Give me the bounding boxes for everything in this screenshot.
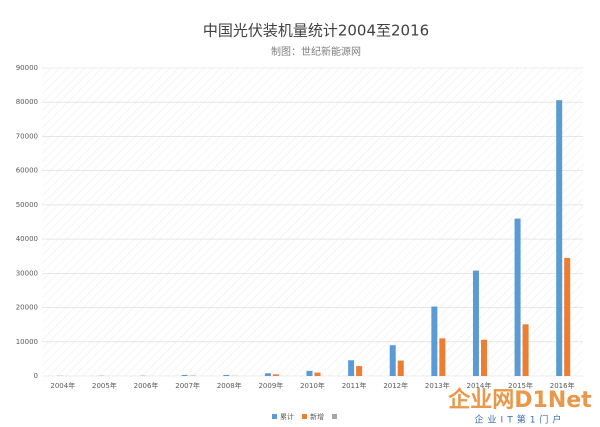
bar — [314, 372, 321, 376]
y-tick-label: 80000 — [16, 98, 38, 106]
x-tick-label: 2006年 — [134, 381, 159, 390]
bar — [472, 270, 479, 376]
x-tick-label: 2014年 — [467, 381, 492, 390]
bar — [439, 338, 446, 376]
watermark: 企业网D1Net — [447, 387, 592, 413]
bar — [223, 374, 230, 376]
bar — [348, 360, 355, 376]
y-tick-label: 10000 — [16, 338, 38, 346]
y-tick-label: 30000 — [16, 269, 38, 277]
legend-swatch — [272, 414, 277, 419]
x-tick-label: 2007年 — [175, 381, 200, 390]
bar — [306, 370, 313, 376]
chart-title: 中国光伏装机量统计2004至2016 — [203, 22, 429, 40]
x-tick-label: 2009年 — [258, 381, 283, 390]
bar — [564, 257, 571, 376]
y-tick-label: 40000 — [16, 235, 38, 243]
x-tick-label: 2010年 — [300, 381, 325, 390]
y-tick-label: 60000 — [16, 167, 38, 175]
watermark: 企业IT第1门户 — [475, 414, 566, 426]
x-tick-label: 2015年 — [508, 381, 533, 390]
y-tick-label: 70000 — [16, 132, 38, 140]
plot-background — [42, 68, 583, 376]
x-tick-label: 2013年 — [425, 381, 450, 390]
legend-swatch — [302, 414, 307, 419]
bar — [272, 374, 279, 376]
y-tick-label: 20000 — [16, 304, 38, 312]
x-tick-label: 2008年 — [217, 381, 242, 390]
bar — [522, 324, 529, 376]
x-tick-label: 2004年 — [50, 381, 75, 390]
bar — [556, 100, 563, 377]
bar — [480, 339, 487, 376]
bar — [431, 306, 438, 376]
x-tick-label: 2005年 — [92, 381, 117, 390]
y-tick-label: 0 — [34, 372, 38, 380]
bar — [389, 345, 396, 376]
legend-label: 累计 — [280, 412, 294, 421]
y-tick-label: 90000 — [16, 64, 38, 72]
bar — [264, 373, 271, 376]
bar — [356, 366, 363, 376]
x-tick-label: 2011年 — [342, 381, 367, 390]
legend-swatch — [332, 414, 337, 419]
bar — [514, 218, 521, 376]
bar — [397, 360, 404, 376]
chart-subtitle: 制图：世纪新能源网 — [271, 45, 361, 58]
x-tick-label: 2012年 — [383, 381, 408, 390]
bar — [181, 374, 188, 376]
legend-label: 新增 — [310, 412, 324, 421]
y-tick-label: 50000 — [16, 201, 38, 209]
x-tick-label: 2016年 — [550, 381, 575, 390]
